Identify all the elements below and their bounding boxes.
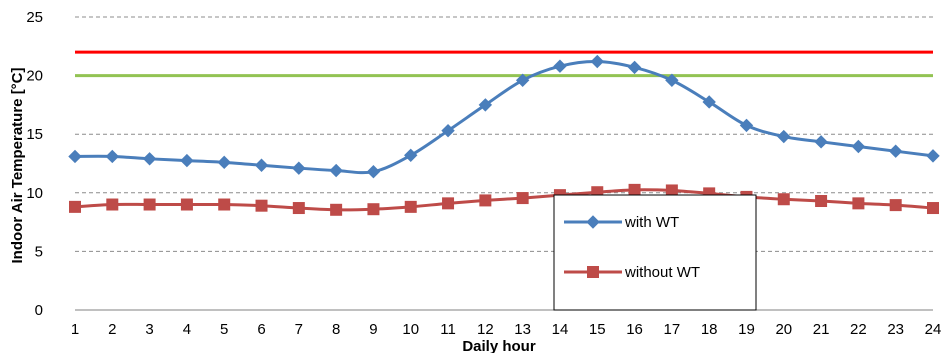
series-with-wt [68,54,940,179]
x-tick-label: 6 [257,321,265,338]
x-tick-label: 11 [440,321,456,338]
reference-lines [75,50,933,78]
data-point [367,203,380,216]
data-point [777,193,790,206]
y-tick-label: 10 [26,185,43,202]
x-tick-label: 22 [850,321,867,338]
legend-item-with-wt: with WT [564,214,679,231]
data-point [106,198,119,211]
data-point [255,199,268,212]
data-point [665,184,678,197]
x-tick-label: 15 [589,321,606,338]
data-point [927,202,939,215]
x-tick-label: 24 [925,321,942,338]
data-point [218,198,231,211]
x-tick-label: 7 [295,321,303,338]
legend-swatch-marker [587,266,599,278]
x-tick-label: 9 [369,321,377,338]
data-point [590,54,604,69]
data-point [69,200,81,213]
x-axis-title: Daily hour [462,338,536,353]
x-tick-label: 1 [71,321,79,338]
x-tick-label: 17 [664,321,681,338]
data-point [142,152,157,166]
x-tick-label: 3 [145,321,153,338]
x-tick-label: 10 [402,321,419,338]
legend-label: with WT [624,214,679,231]
legend-label: without WT [624,264,700,281]
y-tick-label: 20 [26,68,43,85]
x-tick-label: 5 [220,321,228,338]
data-point [627,60,642,75]
series-without-wt [69,183,939,216]
data-point [478,98,493,112]
x-tick-label: 20 [775,321,792,338]
data-point [404,200,417,213]
data-point [404,148,418,163]
x-tick-label: 16 [626,321,643,338]
legend-items: with WT without WT [564,214,700,281]
data-point [254,158,269,172]
x-tick-label: 19 [738,321,755,338]
x-tick-label: 23 [887,321,904,338]
data-point [68,149,82,164]
legend-item-without-wt: without WT [564,264,700,281]
x-tick-label: 8 [332,321,340,338]
data-point [628,183,641,196]
data-point [330,203,343,216]
data-point [515,73,530,87]
data-point [739,118,754,133]
x-tick-label: 14 [552,321,569,338]
x-tick-label: 21 [813,321,830,338]
series-line [74,60,934,175]
y-tick-label: 25 [26,9,43,26]
data-point [292,161,306,175]
data-point [888,144,903,158]
legend-swatch-marker [586,215,600,229]
data-point [516,192,529,205]
data-point [329,163,343,178]
data-point [442,197,455,210]
data-point [814,135,828,149]
x-tick-label: 12 [477,321,494,338]
y-tick-label: 5 [35,243,43,260]
x-tick-label: 18 [701,321,718,338]
data-point [366,164,381,179]
x-tick-labels: 1 2 3 4 5 6 7 8 9 10 11 12 13 14 15 16 17 18 19 20 21 22 23 24 [71,321,942,338]
data-point [292,202,305,215]
y-tick-label: 0 [35,302,43,319]
data-point [702,95,716,109]
data-point [665,73,679,87]
data-point [777,129,791,144]
legend: with WT without WT [553,194,757,311]
series-layer [68,54,940,216]
x-tick-label: 2 [108,321,116,338]
data-point [479,194,492,207]
data-point [553,59,567,73]
data-point [180,153,194,168]
y-axis-title: Indoor Air Temperature [°C] [9,67,26,263]
x-tick-label: 13 [514,321,531,338]
data-point [851,139,866,154]
data-point [217,155,231,170]
data-point [105,149,120,164]
y-tick-labels: 0 5 10 15 20 25 [26,9,43,319]
data-point [926,149,940,163]
data-point [180,198,193,211]
y-tick-label: 15 [26,126,43,143]
data-point [852,197,865,210]
data-point [889,199,902,212]
data-point [441,123,455,138]
data-point [815,195,828,208]
legend-box [553,194,757,311]
data-point [143,198,156,211]
x-tick-label: 4 [183,321,191,338]
